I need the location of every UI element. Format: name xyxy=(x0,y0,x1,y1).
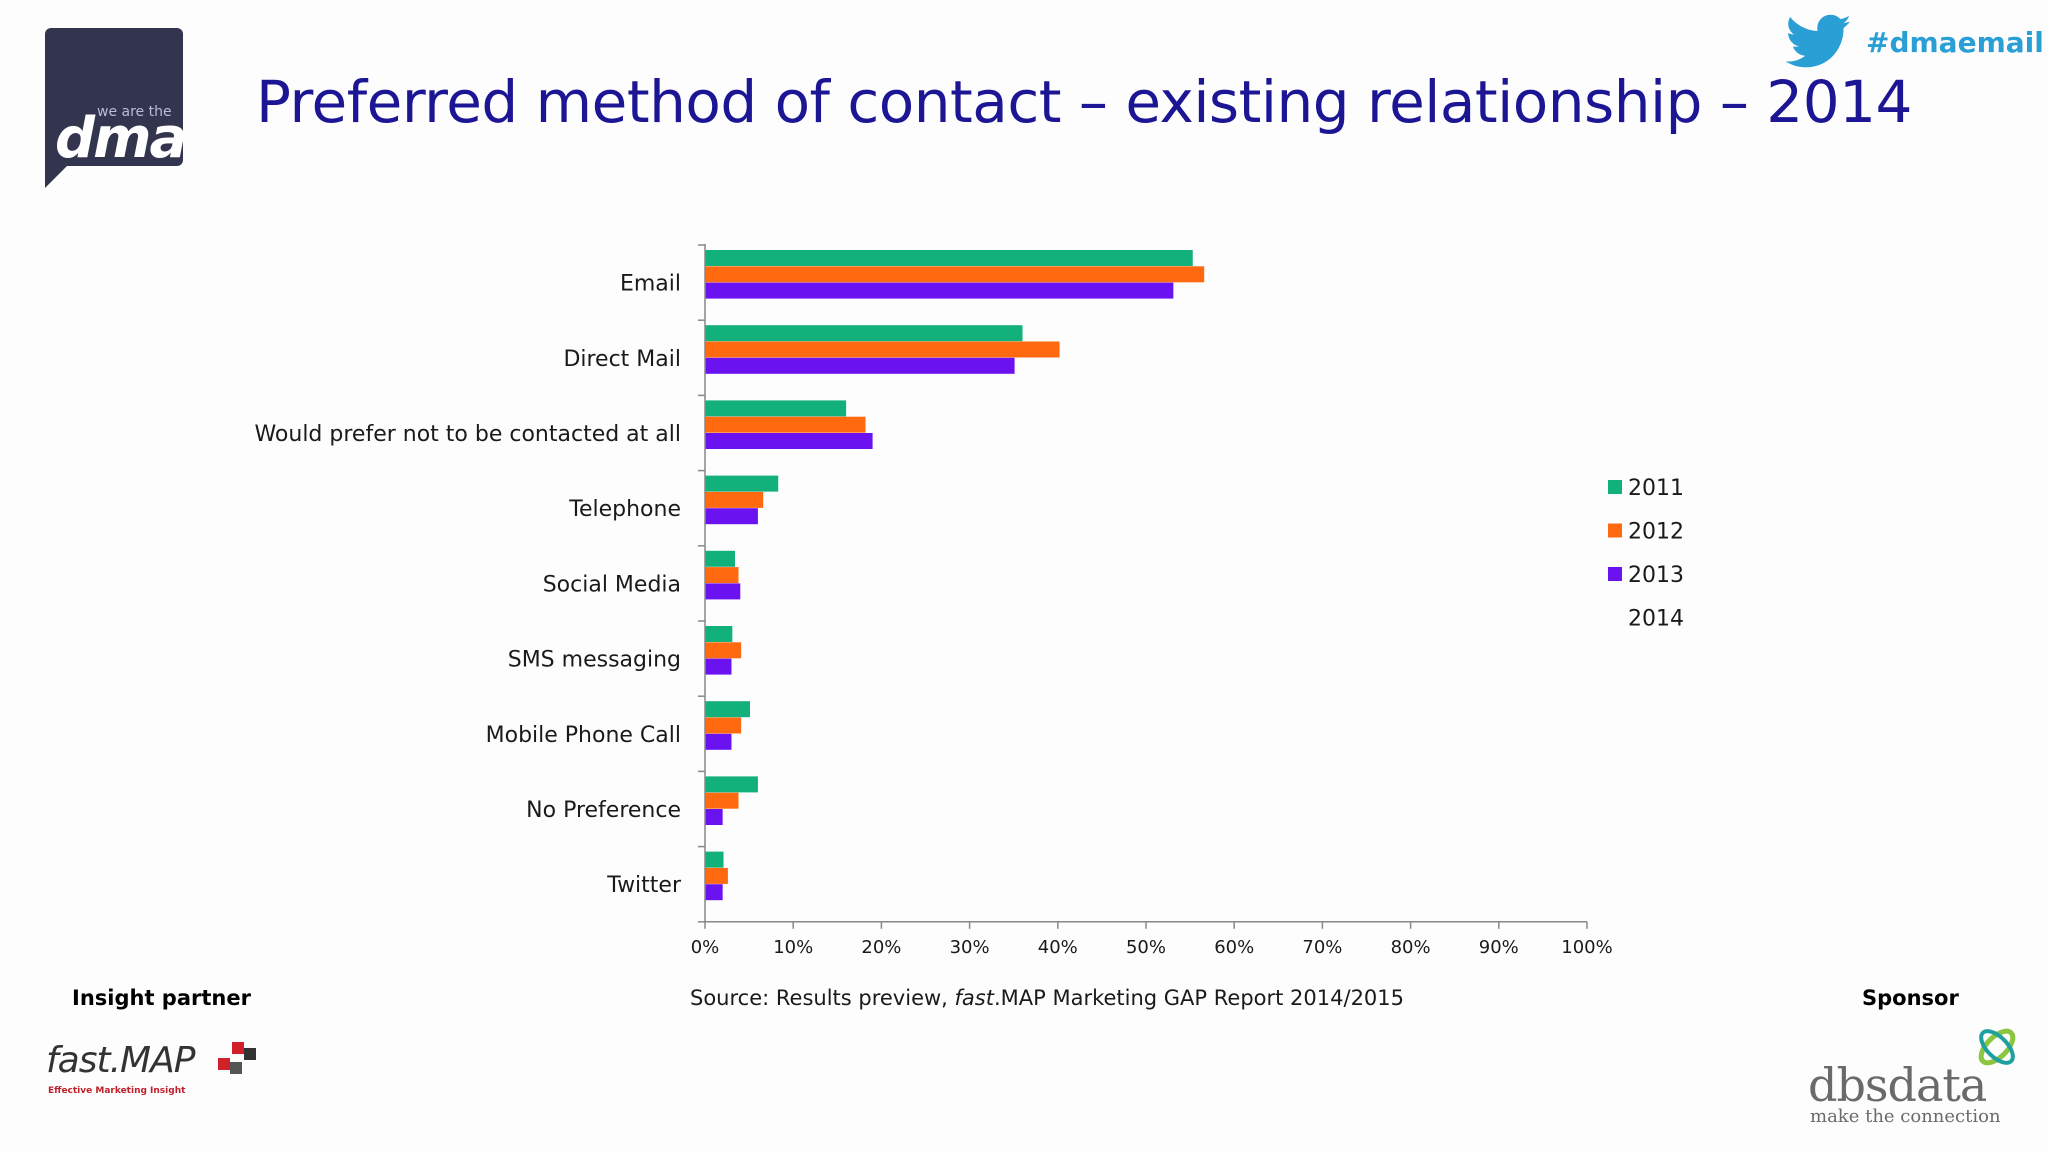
bar-2012-7 xyxy=(705,792,739,809)
hashtag-label[interactable]: #dmaemail xyxy=(1866,26,2044,59)
x-tick-label: 40% xyxy=(1038,937,1078,958)
legend-label-2013: 2013 xyxy=(1628,563,1684,588)
bar-2012-1 xyxy=(705,341,1060,358)
x-tick-label: 30% xyxy=(950,937,990,958)
category-label: Social Media xyxy=(543,572,681,597)
bar-2012-8 xyxy=(705,867,728,884)
page-title: Preferred method of contact – existing r… xyxy=(256,68,1912,136)
fastmap-logo: fast.MAP Effective Marketing Insight xyxy=(46,1040,266,1104)
bar-2013-4 xyxy=(705,583,741,600)
bar-2012-3 xyxy=(705,491,764,508)
bar-2013-8 xyxy=(705,884,723,901)
x-tick-label: 70% xyxy=(1302,937,1342,958)
twitter-bird-icon xyxy=(1786,14,1851,68)
legend-label-2012: 2012 xyxy=(1628,520,1684,545)
bar-2013-0 xyxy=(705,282,1174,299)
x-tick-label: 60% xyxy=(1214,937,1254,958)
bar-2011-4 xyxy=(705,550,735,567)
bar-2013-2 xyxy=(705,433,873,449)
category-label: Twitter xyxy=(606,873,682,898)
bar-2012-2 xyxy=(705,416,866,433)
fastmap-mark-icon xyxy=(218,1042,256,1074)
insight-partner-label: Insight partner xyxy=(72,986,251,1010)
bar-2011-6 xyxy=(705,701,750,718)
category-label: Direct Mail xyxy=(563,347,681,372)
category-label: Mobile Phone Call xyxy=(486,723,681,748)
bar-2012-4 xyxy=(705,567,739,584)
bar-2013-5 xyxy=(705,658,732,675)
bar-2011-3 xyxy=(705,475,779,492)
legend-swatch-2012 xyxy=(1608,523,1622,538)
dma-logo-wordmark: dma xyxy=(55,106,187,171)
category-label: Email xyxy=(620,272,681,297)
x-tick-label: 90% xyxy=(1479,937,1519,958)
bar-2011-5 xyxy=(705,626,733,642)
fastmap-wordmark: fast.MAP xyxy=(46,1040,195,1081)
x-tick-label: 80% xyxy=(1391,937,1431,958)
x-tick-label: 20% xyxy=(861,937,901,958)
bar-2011-1 xyxy=(705,325,1023,342)
bar-2013-6 xyxy=(705,733,732,750)
fastmap-tagline: Effective Marketing Insight xyxy=(48,1086,186,1096)
legend-label-2014: 2014 xyxy=(1628,607,1684,632)
bar-2012-6 xyxy=(705,717,742,734)
dma-logo-tagline: we are the xyxy=(97,104,172,120)
bar-2013-7 xyxy=(705,809,723,825)
bar-2011-2 xyxy=(705,400,847,417)
legend-label-2011: 2011 xyxy=(1628,476,1684,501)
bar-2013-3 xyxy=(705,508,758,525)
bar-2011-0 xyxy=(705,250,1193,266)
dma-logo: we are the dma xyxy=(45,28,187,188)
bar-chart: Email Direct Mail Would prefer not to be c… xyxy=(254,244,1684,958)
sponsor-label: Sponsor xyxy=(1862,986,1959,1010)
legend-swatch-2011 xyxy=(1608,480,1622,494)
bar-2011-7 xyxy=(705,776,758,793)
x-tick-label: 10% xyxy=(773,937,813,958)
legend-swatch-2013 xyxy=(1608,567,1622,581)
bar-2012-0 xyxy=(705,266,1205,283)
category-label: Would prefer not to be contacted at all xyxy=(254,422,681,447)
source-note: Source: Results preview, fast.MAP Market… xyxy=(690,986,1405,1010)
x-tick-label: 100% xyxy=(1561,937,1612,958)
dbsdata-wordmark: dbsdata xyxy=(1808,1058,1987,1112)
dbsdata-tagline: make the connection xyxy=(1810,1106,2001,1127)
bar-2012-5 xyxy=(705,642,742,659)
bar-2013-1 xyxy=(705,357,1015,374)
x-tick-label: 0% xyxy=(691,937,720,958)
x-tick-label: 50% xyxy=(1126,937,1166,958)
category-labels: Email Direct Mail Would prefer not to be c… xyxy=(254,272,682,899)
axes xyxy=(698,244,1588,929)
dbsdata-logo: dbsdata make the connection xyxy=(1804,1022,2024,1127)
category-label: SMS messaging xyxy=(508,648,681,673)
bar-group xyxy=(705,250,1205,901)
x-tick-labels: 0% 10% 20% 30% 40% 50% 60% 70% 80% 90% 100% xyxy=(691,937,1613,958)
bar-2011-8 xyxy=(705,851,724,868)
category-label: Telephone xyxy=(568,497,681,522)
category-label: No Preference xyxy=(526,798,681,823)
dbsdata-ribbon-icon xyxy=(1978,1028,2016,1066)
legend: 2011 2012 2013 2014 xyxy=(1608,476,1684,632)
